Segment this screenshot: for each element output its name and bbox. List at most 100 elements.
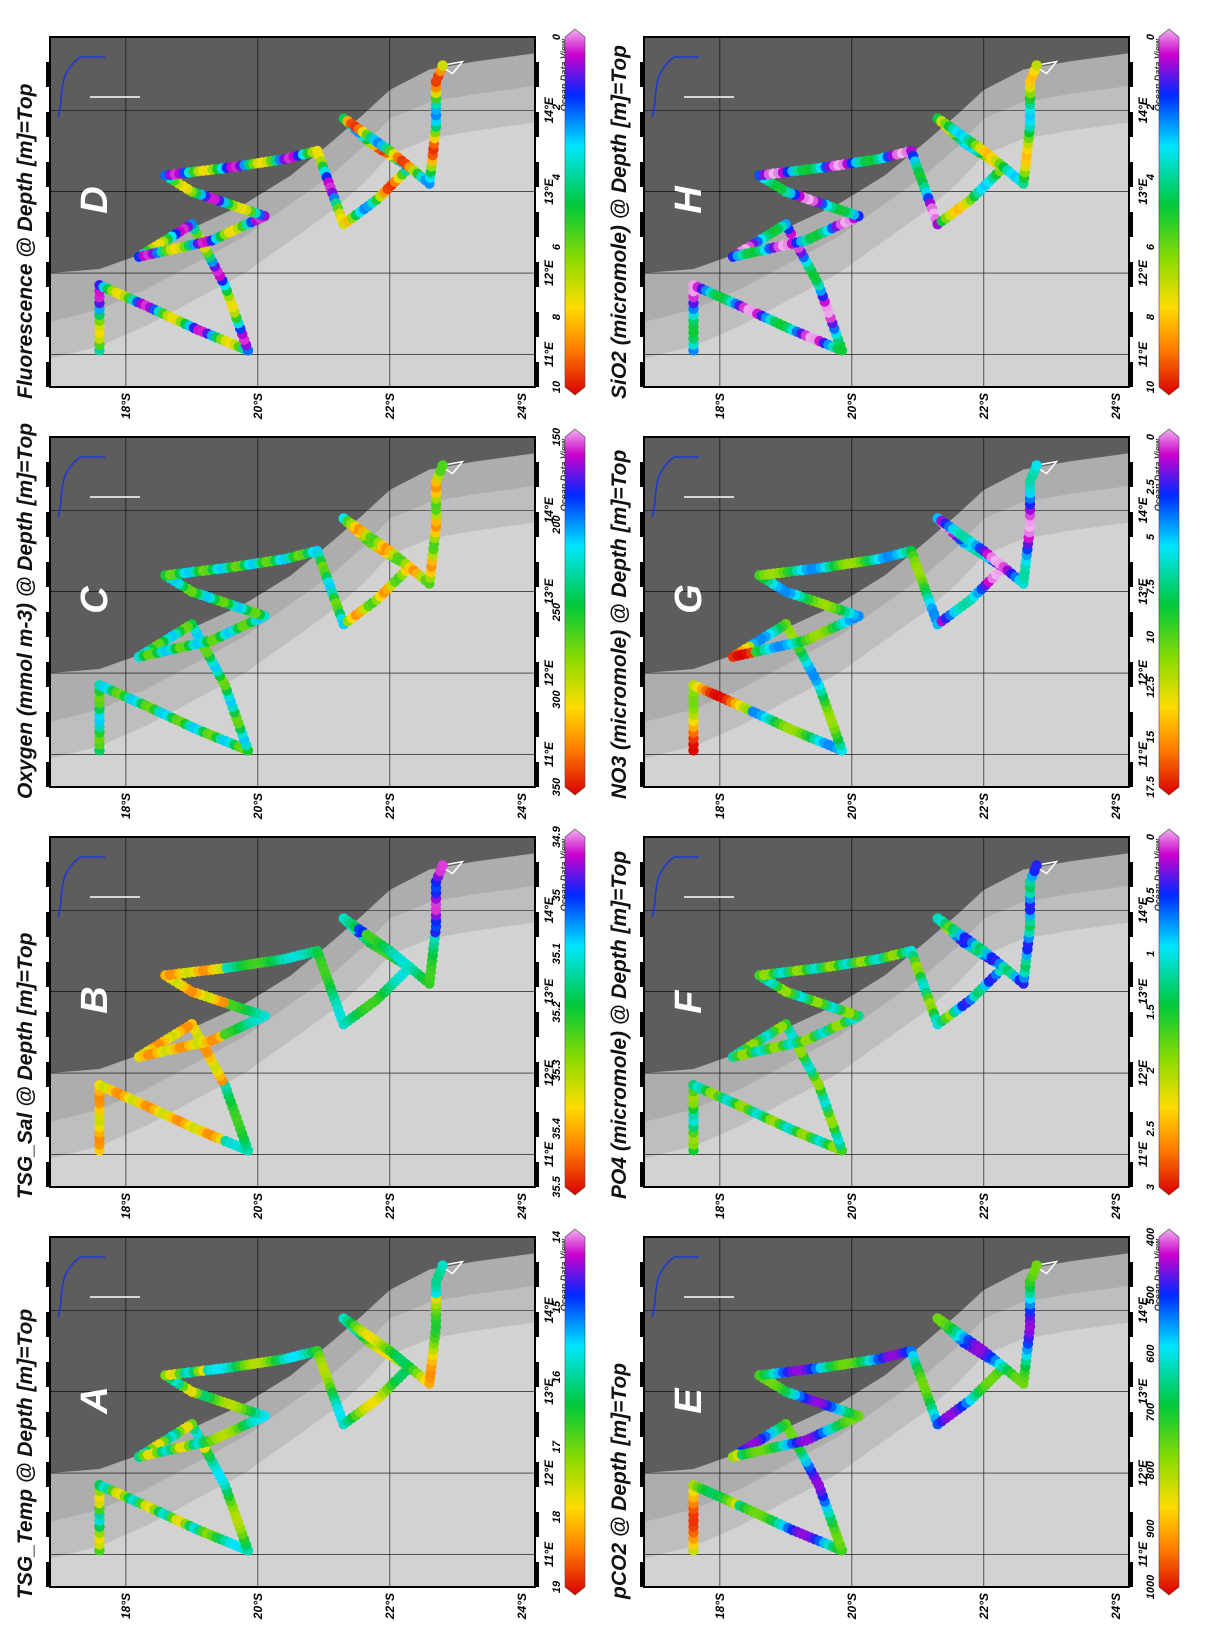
odv-watermark: Ocean Data View bbox=[559, 1238, 569, 1311]
panel-letter: H bbox=[668, 186, 711, 214]
panel-title: pCO2 @ Depth [m]=Top bbox=[608, 1362, 631, 1599]
lat-tick-label: 24°S bbox=[515, 793, 529, 820]
frame-tick bbox=[46, 962, 50, 987]
lat-tick-label: 20°S bbox=[845, 393, 859, 420]
colorbar-tick-label: 800 bbox=[1145, 1460, 1157, 1479]
lat-tick-label: 22°S bbox=[977, 1593, 991, 1620]
frame-tick bbox=[640, 662, 644, 687]
frame-tick bbox=[535, 1062, 539, 1087]
frame-tick bbox=[640, 862, 644, 887]
cruise-track bbox=[94, 460, 448, 756]
frame-tick bbox=[640, 1562, 644, 1587]
frame-tick bbox=[46, 162, 50, 187]
frame-tick bbox=[640, 762, 644, 787]
frame-tick bbox=[1129, 562, 1133, 587]
colorbar-tick-label: 2.5 bbox=[1145, 1120, 1157, 1137]
colorbar-tick-label: 350 bbox=[551, 777, 563, 796]
frame-tick bbox=[535, 1012, 539, 1037]
odv-watermark: Ocean Data View bbox=[1153, 438, 1163, 511]
frame-tick bbox=[535, 912, 539, 937]
cruise-track bbox=[94, 1260, 448, 1556]
frame-tick bbox=[1129, 1362, 1133, 1387]
frame-tick bbox=[46, 1412, 50, 1437]
colorbar-tick-label: 15 bbox=[1145, 730, 1157, 743]
colorbar-tick-label: 35.2 bbox=[551, 1001, 563, 1022]
lat-tick-label: 20°S bbox=[251, 793, 265, 820]
lat-tick-label: 20°S bbox=[251, 1593, 265, 1620]
panel-c: 18°S 20°S 22°S 24°S 11°E 12°E 13°E 14°E Ocean Da… bbox=[10, 417, 600, 820]
colorbar-tick-label: 300 bbox=[551, 689, 563, 708]
frame-tick bbox=[46, 212, 50, 237]
lat-tick-label: 22°S bbox=[977, 793, 991, 820]
frame-tick bbox=[640, 962, 644, 987]
colorbar-tick-label: 5 bbox=[1145, 533, 1157, 540]
frame-tick bbox=[535, 562, 539, 587]
panel-h: 18°S 20°S 22°S 24°S 11°E 12°E 13°E 14°E Ocean Da… bbox=[604, 17, 1194, 420]
lat-tick-label: 24°S bbox=[1109, 1593, 1123, 1620]
frame-tick bbox=[46, 862, 50, 887]
cruise-track bbox=[688, 1260, 1042, 1556]
frame-tick bbox=[640, 712, 644, 737]
frame-tick bbox=[535, 1512, 539, 1537]
frame-tick bbox=[535, 112, 539, 137]
frame-tick bbox=[535, 512, 539, 537]
frame-tick bbox=[46, 712, 50, 737]
colorbar-tick-label: 8 bbox=[1145, 313, 1157, 320]
frame-tick bbox=[535, 662, 539, 687]
frame-tick bbox=[1129, 512, 1133, 537]
frame-tick bbox=[1129, 162, 1133, 187]
lat-tick-label: 18°S bbox=[119, 1593, 133, 1619]
lon-tick-label: 12°E bbox=[1136, 259, 1150, 286]
colorbar-tick-label: 4 bbox=[1145, 174, 1157, 181]
colorbar-tick-label: 14 bbox=[551, 1231, 563, 1243]
lon-tick-label: 11°E bbox=[1136, 341, 1150, 367]
colorbar-tick-label: 4 bbox=[551, 174, 563, 181]
frame-tick bbox=[46, 462, 50, 487]
frame-tick bbox=[1129, 712, 1133, 737]
colorbar-tick-label: 1 bbox=[1145, 951, 1157, 957]
colorbar-tick-label: 0 bbox=[1145, 433, 1157, 440]
frame-tick bbox=[535, 712, 539, 737]
lat-tick-label: 18°S bbox=[713, 793, 727, 819]
frame-tick bbox=[535, 312, 539, 337]
panel-title: TSG_Temp @ Depth [m]=Top bbox=[14, 1308, 37, 1599]
map-b: 18°S 20°S 22°S 24°S 11°E 12°E 13°E 14°E Ocean Da… bbox=[46, 825, 586, 1220]
lon-tick-label: 12°E bbox=[542, 1059, 556, 1086]
overview-coastline bbox=[57, 1256, 105, 1318]
colorbar bbox=[564, 28, 586, 396]
lat-tick-label: 18°S bbox=[713, 1593, 727, 1619]
lon-tick-label: 13°E bbox=[542, 578, 556, 605]
frame-tick bbox=[535, 62, 539, 87]
region-marker bbox=[438, 60, 465, 75]
frame-tick bbox=[46, 1162, 50, 1187]
sample-point bbox=[437, 60, 448, 71]
frame-tick bbox=[535, 1312, 539, 1337]
lon-tick-label: 14°E bbox=[1136, 896, 1150, 923]
lat-tick-label: 20°S bbox=[251, 393, 265, 420]
lon-tick-label: 14°E bbox=[1136, 1296, 1150, 1323]
panel-f: 18°S 20°S 22°S 24°S 11°E 12°E 13°E 14°E Ocean Da… bbox=[604, 817, 1194, 1220]
cruise-track bbox=[94, 60, 448, 356]
frame-tick bbox=[1129, 662, 1133, 687]
frame-tick bbox=[535, 1562, 539, 1587]
frame-tick bbox=[535, 1362, 539, 1387]
colorbar-tick-label: 150 bbox=[551, 427, 563, 446]
frame-tick bbox=[640, 212, 644, 237]
frame-tick bbox=[640, 1162, 644, 1187]
colorbar bbox=[564, 828, 586, 1196]
colorbar-tick-label: 2.5 bbox=[1145, 478, 1157, 495]
colorbar bbox=[1158, 828, 1180, 1196]
lon-tick-label: 12°E bbox=[542, 659, 556, 686]
panel-letter: D bbox=[74, 186, 117, 214]
overview-coastline bbox=[57, 856, 105, 918]
panel-title: Fluorescence @ Depth [m]=Top bbox=[14, 83, 37, 400]
colorbar-tick-label: 3 bbox=[1145, 1184, 1157, 1190]
colorbar-tick-label: 8 bbox=[551, 313, 563, 320]
frame-tick bbox=[46, 1312, 50, 1337]
frame-tick bbox=[46, 562, 50, 587]
lat-tick-label: 18°S bbox=[119, 1193, 133, 1219]
lat-tick-label: 24°S bbox=[515, 1193, 529, 1220]
cruise-track bbox=[688, 460, 1042, 756]
region-marker bbox=[438, 1260, 465, 1275]
